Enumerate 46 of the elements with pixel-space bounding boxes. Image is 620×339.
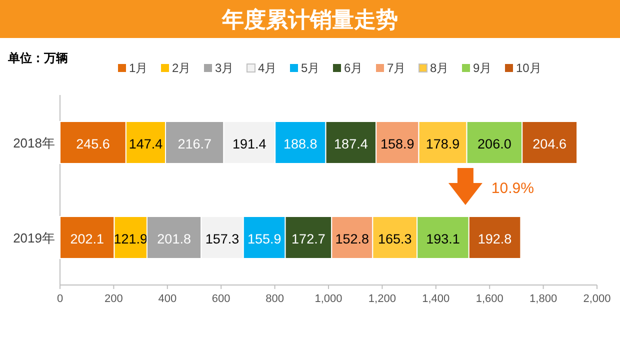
x-tick-label: 1,800	[530, 293, 558, 305]
x-tick-label: 0	[56, 293, 64, 305]
x-tick-label: 200	[104, 293, 123, 305]
y-tick-label: 2018年	[13, 136, 55, 150]
legend-label: 2月	[172, 61, 191, 75]
data-label: 193.1	[426, 232, 460, 246]
data-label: 201.8	[157, 232, 191, 246]
legend-label: 1月	[129, 61, 148, 75]
data-label: 188.8	[284, 136, 318, 152]
data-label: 192.8	[478, 232, 512, 246]
y-tick-label: 2019年	[13, 230, 55, 246]
data-label: 158.9	[380, 136, 414, 152]
text: 4月	[258, 61, 277, 75]
data-label: 206.0	[478, 136, 512, 152]
data-label: 152.8	[335, 232, 370, 246]
text: 单位：万辆	[7, 51, 68, 65]
data-label: 191.4	[232, 136, 267, 152]
x-tick-label: 800	[266, 293, 284, 305]
data-label: 121.9	[114, 232, 148, 246]
x-tick-label: 2,000	[583, 293, 611, 305]
data-label: 147.4	[128, 136, 164, 152]
x-tick-label: 1,400	[422, 293, 450, 305]
legend-label: 9月	[473, 61, 492, 75]
x-tick-label: 1,000	[314, 293, 342, 305]
legend-label: 5月	[301, 61, 320, 75]
annotation: 10.9%	[491, 180, 534, 197]
x-tick-label: 400	[158, 293, 177, 305]
data-label: 245.6	[76, 136, 110, 152]
data-label: 178.9	[426, 136, 460, 152]
x-tick-label: 600	[212, 293, 230, 305]
legend-label: 7月	[387, 61, 406, 75]
data-label: 155.9	[247, 232, 282, 246]
data-label: 157.3	[205, 232, 240, 246]
data-label: 165.3	[378, 232, 412, 246]
x-tick-label: 1,200	[368, 293, 396, 305]
data-label: 187.4	[334, 136, 368, 152]
legend-label: 6月	[344, 61, 363, 75]
data-label: 216.7	[178, 136, 212, 152]
data-label: 202.1	[70, 232, 104, 246]
data-label: 204.6	[532, 136, 566, 152]
data-label: 172.7	[292, 232, 326, 246]
x-tick-label: 1,600	[476, 293, 504, 305]
chart-title: 年度累计销量走势	[221, 7, 398, 32]
legend-label: 8月	[430, 61, 449, 75]
legend-label: 3月	[215, 61, 234, 75]
legend-label: 10月	[516, 61, 542, 75]
